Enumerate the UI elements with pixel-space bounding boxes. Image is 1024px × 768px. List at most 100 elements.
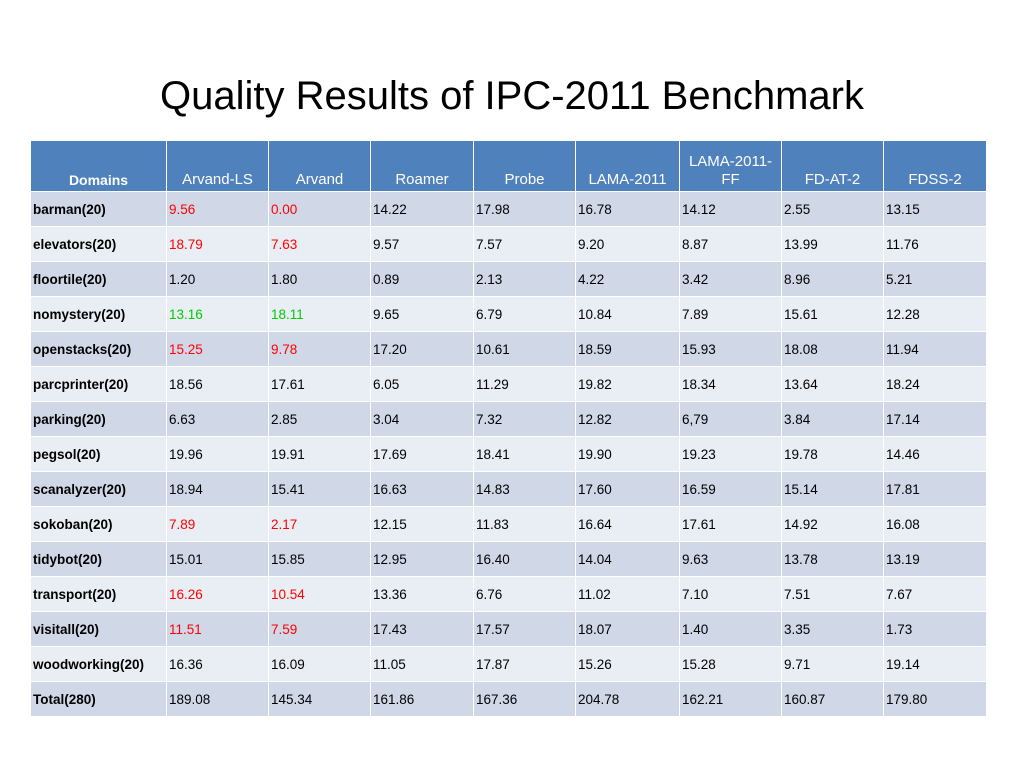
value-cell: 6.63 xyxy=(166,401,269,437)
domain-cell: Total(280) xyxy=(30,681,167,717)
value-cell: 12.28 xyxy=(883,296,987,332)
value-cell: 8.96 xyxy=(781,261,884,297)
value-cell: 15.93 xyxy=(679,331,782,367)
value-cell: 19.82 xyxy=(575,366,680,402)
domain-cell: woodworking(20) xyxy=(30,646,167,682)
value-cell: 14.04 xyxy=(575,541,680,577)
value-cell: 19.23 xyxy=(679,436,782,472)
value-cell: 15.14 xyxy=(781,471,884,507)
value-cell: 17.87 xyxy=(473,646,576,682)
value-cell: 9.63 xyxy=(679,541,782,577)
value-cell: 6.76 xyxy=(473,576,576,612)
column-header: Probe xyxy=(473,140,576,192)
value-cell: 13.64 xyxy=(781,366,884,402)
domain-cell: nomystery(20) xyxy=(30,296,167,332)
table-row: sokoban(20) 7.89 2.17 12.15 11.83 16.64 17.61… xyxy=(30,506,987,542)
domain-cell: floortile(20) xyxy=(30,261,167,297)
value-cell: 15.85 xyxy=(268,541,371,577)
value-cell: 7.10 xyxy=(679,576,782,612)
value-cell: 16.08 xyxy=(883,506,987,542)
value-cell: 15.25 xyxy=(166,331,269,367)
value-cell: 17.81 xyxy=(883,471,987,507)
value-cell: 17.61 xyxy=(268,366,371,402)
value-cell: 16.63 xyxy=(370,471,474,507)
value-cell: 17.61 xyxy=(679,506,782,542)
value-cell: 6,79 xyxy=(679,401,782,437)
value-cell: 7.63 xyxy=(268,226,371,262)
value-cell: 11.05 xyxy=(370,646,474,682)
table-row: barman(20) 9.56 0.00 14.22 17.98 16.78 14.12 2… xyxy=(30,191,987,227)
column-header: LAMA-2011-FF xyxy=(679,140,782,192)
table-row: tidybot(20) 15.01 15.85 12.95 16.40 14.04 9.6… xyxy=(30,541,987,577)
value-cell: 11.83 xyxy=(473,506,576,542)
column-header: FDSS-2 xyxy=(883,140,987,192)
value-cell: 7.89 xyxy=(166,506,269,542)
value-cell: 2.13 xyxy=(473,261,576,297)
slide-title: Quality Results of IPC-2011 Benchmark xyxy=(159,74,864,118)
value-cell: 179.80 xyxy=(883,681,987,717)
domain-cell: sokoban(20) xyxy=(30,506,167,542)
value-cell: 11.94 xyxy=(883,331,987,367)
domain-cell: elevators(20) xyxy=(30,226,167,262)
value-cell: 18.11 xyxy=(268,296,371,332)
value-cell: 189.08 xyxy=(166,681,269,717)
value-cell: 9.65 xyxy=(370,296,474,332)
value-cell: 19.90 xyxy=(575,436,680,472)
value-cell: 9.57 xyxy=(370,226,474,262)
value-cell: 13.15 xyxy=(883,191,987,227)
column-header: Arvand xyxy=(268,140,371,192)
value-cell: 14.83 xyxy=(473,471,576,507)
value-cell: 16.26 xyxy=(166,576,269,612)
value-cell: 167.36 xyxy=(473,681,576,717)
value-cell: 0.00 xyxy=(268,191,371,227)
domain-cell: openstacks(20) xyxy=(30,331,167,367)
table-row: transport(20) 16.26 10.54 13.36 6.76 11.02 7.1… xyxy=(30,576,987,612)
value-cell: 17.60 xyxy=(575,471,680,507)
value-cell: 7.32 xyxy=(473,401,576,437)
column-header: FD-AT-2 xyxy=(781,140,884,192)
value-cell: 15.41 xyxy=(268,471,371,507)
value-cell: 11.51 xyxy=(166,611,269,647)
column-header-domains: Domains xyxy=(30,140,167,192)
value-cell: 8.87 xyxy=(679,226,782,262)
table-row: scanalyzer(20) 18.94 15.41 16.63 14.83 17.60 1… xyxy=(30,471,987,507)
value-cell: 9.71 xyxy=(781,646,884,682)
table-row: floortile(20) 1.20 1.80 0.89 2.13 4.22 3.42 8… xyxy=(30,261,987,297)
value-cell: 7.67 xyxy=(883,576,987,612)
value-cell: 3.35 xyxy=(781,611,884,647)
value-cell: 3.42 xyxy=(679,261,782,297)
value-cell: 10.54 xyxy=(268,576,371,612)
value-cell: 17.14 xyxy=(883,401,987,437)
table-row: nomystery(20) 13.16 18.11 9.65 6.79 10.84 7.8… xyxy=(30,296,987,332)
value-cell: 12.15 xyxy=(370,506,474,542)
value-cell: 18.24 xyxy=(883,366,987,402)
value-cell: 13.16 xyxy=(166,296,269,332)
value-cell: 11.29 xyxy=(473,366,576,402)
header-row: Domains Arvand-LS Arvand Roamer Probe LAMA-20… xyxy=(30,140,987,192)
value-cell: 16.78 xyxy=(575,191,680,227)
value-cell: 17.43 xyxy=(370,611,474,647)
value-cell: 14.22 xyxy=(370,191,474,227)
value-cell: 17.98 xyxy=(473,191,576,227)
value-cell: 9.56 xyxy=(166,191,269,227)
value-cell: 9.78 xyxy=(268,331,371,367)
value-cell: 145.34 xyxy=(268,681,371,717)
value-cell: 17.69 xyxy=(370,436,474,472)
value-cell: 14.12 xyxy=(679,191,782,227)
value-cell: 11.02 xyxy=(575,576,680,612)
value-cell: 17.57 xyxy=(473,611,576,647)
value-cell: 1.73 xyxy=(883,611,987,647)
table-body: barman(20) 9.56 0.00 14.22 17.98 16.78 14.12 2… xyxy=(30,191,987,717)
value-cell: 17.20 xyxy=(370,331,474,367)
value-cell: 4.22 xyxy=(575,261,680,297)
value-cell: 18.41 xyxy=(473,436,576,472)
value-cell: 0.89 xyxy=(370,261,474,297)
value-cell: 11.76 xyxy=(883,226,987,262)
value-cell: 15.01 xyxy=(166,541,269,577)
domain-cell: parking(20) xyxy=(30,401,167,437)
value-cell: 18.56 xyxy=(166,366,269,402)
domain-cell: scanalyzer(20) xyxy=(30,471,167,507)
value-cell: 14.92 xyxy=(781,506,884,542)
value-cell: 6.79 xyxy=(473,296,576,332)
table-row: woodworking(20) 16.36 16.09 11.05 17.87 15.26… xyxy=(30,646,987,682)
